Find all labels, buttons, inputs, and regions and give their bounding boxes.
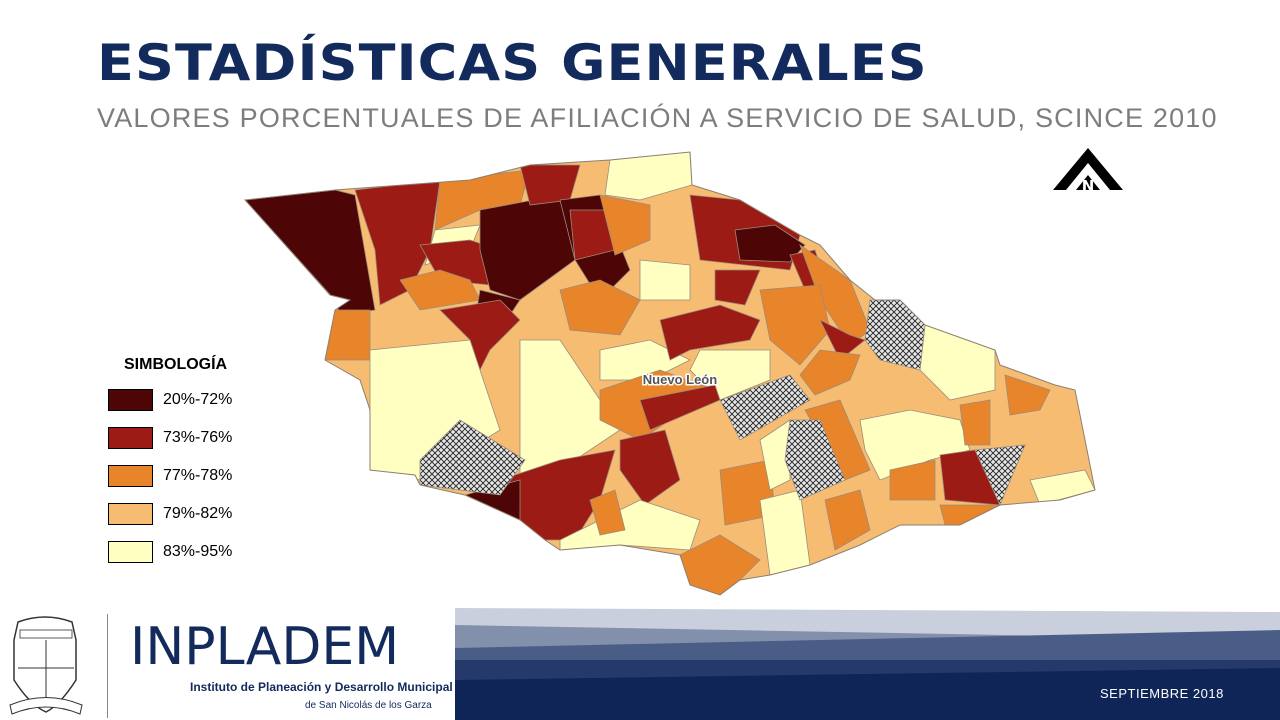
north-arrow-icon: N: [1053, 148, 1123, 195]
slide-date: SEPTIEMBRE 2018: [1100, 686, 1224, 701]
map-region: [889, 459, 936, 501]
map-region-no-data: [784, 419, 846, 501]
legend-title: SIMBOLOGÍA: [124, 356, 228, 373]
legend-label: 20%-72%: [163, 391, 233, 408]
legend-swatch: [108, 389, 153, 411]
map-region: [759, 284, 831, 366]
legend-swatch: [108, 427, 153, 449]
map-region: [559, 279, 641, 336]
map-region: [589, 489, 626, 536]
map-region: [639, 259, 691, 301]
legend-item: 83%-95%: [108, 541, 232, 563]
map-region: [619, 429, 681, 506]
legend-item: 79%-82%: [108, 503, 232, 525]
map-region: [799, 349, 861, 396]
legend-item: 73%-76%: [108, 427, 232, 449]
legend-item: 20%-72%: [108, 389, 232, 411]
legend-swatch: [108, 541, 153, 563]
map-region-no-data: [719, 374, 811, 441]
map-region-no-data: [419, 419, 526, 496]
map-regions: [245, 152, 1095, 595]
legend-swatch: [108, 503, 153, 525]
map-region: [245, 189, 376, 316]
municipal-seal: [9, 616, 83, 715]
map-region-no-data: [974, 444, 1026, 507]
legend-swatch: [108, 465, 153, 487]
map-region: [959, 399, 991, 446]
municipality-outline: [243, 151, 1096, 596]
brand-line1: Instituto de Planeación y Desarrollo Mun…: [190, 680, 453, 694]
map-region: [399, 269, 481, 311]
brand-line2: de San Nicolás de los Garza: [305, 700, 432, 711]
map-region: [1029, 469, 1095, 506]
map-region: [659, 304, 761, 361]
legend-item: 77%-78%: [108, 465, 232, 487]
map-region: [324, 309, 371, 361]
svg-text:N: N: [1082, 177, 1095, 195]
map-region: [599, 194, 651, 256]
map-region: [714, 269, 761, 306]
legend-label: 73%-76%: [163, 429, 233, 446]
footer-bands: [455, 608, 1280, 720]
legend-label: 83%-95%: [163, 543, 233, 560]
legend-label: 77%-78%: [163, 467, 233, 484]
brand-logo: INPLADEM: [130, 617, 400, 677]
page-subtitle: VALORES PORCENTUALES DE AFILIACIÓN A SER…: [97, 103, 1218, 133]
map-region: [759, 419, 791, 491]
page-title: ESTADÍSTICAS GENERALES: [97, 34, 928, 92]
map-region: [824, 489, 871, 551]
place-label: Nuevo León: [643, 372, 717, 387]
legend-label: 79%-82%: [163, 505, 233, 522]
footer-divider: [107, 614, 108, 718]
map-region: [1004, 374, 1051, 416]
map-region: [939, 504, 1001, 526]
